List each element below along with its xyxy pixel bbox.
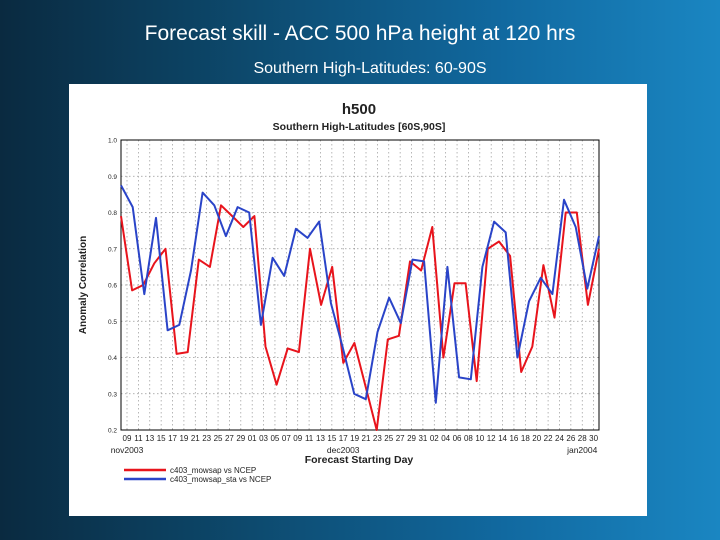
x-tick-label: 22 [544, 434, 553, 443]
axis-ticks: 0.20.30.40.50.60.70.80.91.009 11 13 15 17 19 2… [108, 138, 599, 456]
x-tick-label: 02 [430, 434, 439, 443]
x-tick-label: 16 [509, 434, 518, 443]
y-tick-label: 0.6 [108, 283, 117, 290]
x-tick-label: 25 [214, 434, 223, 443]
x-month-label: jan2004 [566, 445, 598, 455]
y-axis-label: Anomaly Correlation [78, 236, 89, 334]
slide-subtitle: Southern High-Latitudes: 60-90S [253, 60, 487, 77]
x-tick-label: 01 [248, 434, 257, 443]
y-tick-label: 0.5 [108, 319, 117, 326]
y-tick-label: 0.4 [108, 355, 117, 362]
x-tick-label: 27 [396, 434, 405, 443]
x-tick-label: 03 [259, 434, 268, 443]
x-tick-label: 23 [202, 434, 211, 443]
x-tick-label: 29 [407, 434, 416, 443]
x-tick-label: 30 [589, 434, 598, 443]
x-tick-label: 25 [384, 434, 393, 443]
x-tick-label: 28 [578, 434, 587, 443]
x-tick-label: 19 [179, 434, 188, 443]
x-tick-label: 20 [532, 434, 541, 443]
x-tick-label: 29 [236, 434, 245, 443]
x-tick-label: 31 [418, 434, 427, 443]
x-tick-label: 17 [168, 434, 177, 443]
x-tick-label: 19 [350, 434, 359, 443]
x-tick-label: 14 [498, 434, 507, 443]
plot-frame [120, 139, 600, 431]
chart-subtitle: Southern High-Latitudes [60S,90S] [273, 121, 446, 133]
legend-label-2: c403_mowsap_sta vs NCEP [170, 475, 271, 484]
y-tick-label: 0.8 [108, 210, 117, 217]
series-layer [120, 184, 600, 431]
x-tick-label: 09 [293, 434, 302, 443]
x-tick-label: 06 [453, 434, 462, 443]
chart-title: h500 [342, 101, 376, 118]
x-tick-label: 24 [555, 434, 564, 443]
x-tick-label: 08 [464, 434, 473, 443]
legend-label-1: c403_mowsap vs NCEP [170, 466, 256, 475]
y-tick-label: 0.9 [108, 174, 117, 181]
x-tick-label: 23 [373, 434, 382, 443]
y-tick-label: 0.2 [108, 428, 117, 435]
x-tick-label: 10 [475, 434, 484, 443]
y-tick-label: 1.0 [108, 138, 117, 145]
y-tick-label: 0.7 [108, 246, 117, 253]
x-tick-label: 11 [134, 434, 143, 443]
series-line-2 [120, 184, 600, 404]
x-tick-label: 21 [191, 434, 200, 443]
x-tick-label: 07 [282, 434, 291, 443]
x-tick-label: 09 [123, 434, 132, 443]
x-tick-label: 15 [327, 434, 336, 443]
x-month-label: nov2003 [111, 445, 144, 455]
x-tick-label: 17 [339, 434, 348, 443]
x-tick-label: 26 [566, 434, 575, 443]
line-chart: h500 Southern High-Latitudes [60S,90S] 0… [78, 101, 600, 484]
x-axis-label: Forecast Starting Day [305, 454, 414, 466]
x-tick-label: 11 [305, 434, 314, 443]
x-tick-label: 13 [145, 434, 154, 443]
x-month-label: dec2003 [327, 445, 360, 455]
grid [121, 139, 599, 431]
slide-title: Forecast skill - ACC 500 hPa height at 1… [144, 22, 576, 45]
x-tick-label: 13 [316, 434, 325, 443]
x-tick-label: 15 [157, 434, 166, 443]
x-tick-label: 21 [362, 434, 371, 443]
x-tick-label: 04 [441, 434, 450, 443]
x-tick-label: 12 [487, 434, 496, 443]
x-tick-label: 27 [225, 434, 234, 443]
y-tick-label: 0.3 [108, 391, 117, 398]
x-tick-label: 05 [270, 434, 279, 443]
x-tick-label: 18 [521, 434, 530, 443]
chart-figure: h500 Southern High-Latitudes [60S,90S] 0… [69, 84, 647, 516]
